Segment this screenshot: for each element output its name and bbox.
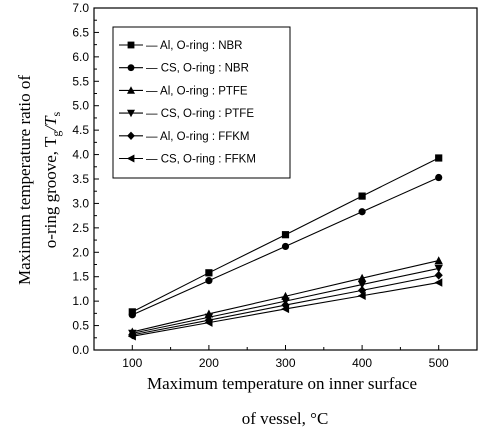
data-point-diamond [358, 285, 367, 295]
data-point-triangle-left [281, 304, 290, 314]
y-tick-label: 6.0 [72, 50, 89, 64]
legend-box [112, 26, 291, 179]
data-point-square [281, 231, 290, 239]
y-tick-label: 2.0 [72, 245, 89, 259]
y-tick-label: 4.5 [72, 123, 89, 137]
legend-item: — Al, O-ring : FFKM [119, 131, 250, 143]
legend-label: — Al, O-ring : NBR [146, 40, 243, 52]
series-6 [127, 278, 443, 341]
y-tick-label: 0.0 [72, 343, 89, 357]
legend: — Al, O-ring : NBR — CS, O-ring : NBR — Al… [112, 26, 291, 179]
legend-item: — Al, O-ring : NBR [119, 40, 243, 52]
data-point-diamond [127, 131, 135, 140]
x-tick-label: 300 [275, 356, 295, 370]
y-axis-title-line1: Maximum temperature ratio of [15, 75, 34, 285]
data-point-triangle-left [357, 291, 366, 300]
y-tick-label: 3.5 [72, 172, 89, 186]
legend-label: — CS, O-ring : NBR [146, 63, 249, 75]
data-point-triangle-left [434, 278, 443, 287]
data-point-triangle-left [204, 318, 213, 327]
y-tick-label: 5.0 [72, 99, 89, 113]
data-point-circle [128, 311, 136, 319]
data-point-triangle-down [127, 109, 135, 118]
y-axis-title: Maximum temperature ratio of o-ring groo… [15, 75, 63, 285]
y-axis-title-line2: o-ring groove, Tg/Ts [41, 111, 63, 248]
y-tick-label: 7.0 [72, 1, 89, 15]
data-point-circle [205, 277, 213, 285]
data-point-triangle-up [434, 256, 443, 265]
series-2 [128, 173, 443, 319]
legend-label: — Al, O-ring : FFKM [146, 131, 250, 143]
data-point-circle [127, 64, 135, 72]
data-point-circle [281, 242, 290, 251]
data-point-circle [435, 173, 443, 182]
data-point-triangle-left [127, 332, 136, 341]
legend-label: — Al, O-ring : PTFE [146, 85, 248, 97]
y-tick-label: 6.5 [72, 25, 89, 39]
x-axis-title-line1: Maximum temperature on inner surface [147, 374, 417, 393]
data-point-triangle-up [127, 86, 135, 94]
x-tick-label: 200 [199, 356, 219, 370]
legend-item: — CS, O-ring : FFKM [119, 154, 256, 166]
data-point-triangle-down [357, 280, 367, 289]
data-point-diamond [434, 270, 443, 280]
y-tick-label: 5.5 [72, 74, 89, 88]
x-tick-label: 100 [122, 356, 142, 370]
data-point-triangle-up [357, 273, 367, 282]
series-1 [128, 154, 443, 316]
series-layer [127, 154, 443, 341]
legend-item: — Al, O-ring : PTFE [119, 85, 248, 97]
x-tick-label: 500 [429, 356, 449, 370]
y-tick-label: 2.5 [72, 221, 89, 235]
y-tick-label: 0.5 [72, 319, 89, 333]
legend-item: — CS, O-ring : NBR [119, 63, 249, 75]
data-point-square [205, 269, 213, 277]
y-tick-label: 3.0 [72, 196, 89, 210]
axis-ticks: 0.0 0.5 1.0 1.5 2.0 2.5 3.0 3.5 4.0 4.5 5.0 5.5 6.0 6… [72, 1, 449, 370]
x-tick-label: 400 [352, 356, 372, 370]
y-tick-label: 4.0 [72, 148, 89, 162]
data-point-square [127, 41, 135, 49]
data-point-diamond [204, 315, 213, 325]
y-tick-label: 1.0 [72, 294, 89, 308]
legend-item: — CS, O-ring : PTFE [119, 108, 254, 120]
legend-label: — CS, O-ring : FFKM [146, 154, 256, 166]
data-point-square [435, 154, 443, 162]
data-point-triangle-left [126, 154, 135, 163]
x-axis-title-line2: of vessel, °C [242, 409, 329, 428]
data-point-square [358, 192, 366, 200]
legend-label: — CS, O-ring : PTFE [146, 108, 254, 120]
data-point-triangle-down [434, 264, 443, 273]
data-point-circle [358, 208, 366, 216]
y-tick-label: 1.5 [72, 270, 89, 284]
